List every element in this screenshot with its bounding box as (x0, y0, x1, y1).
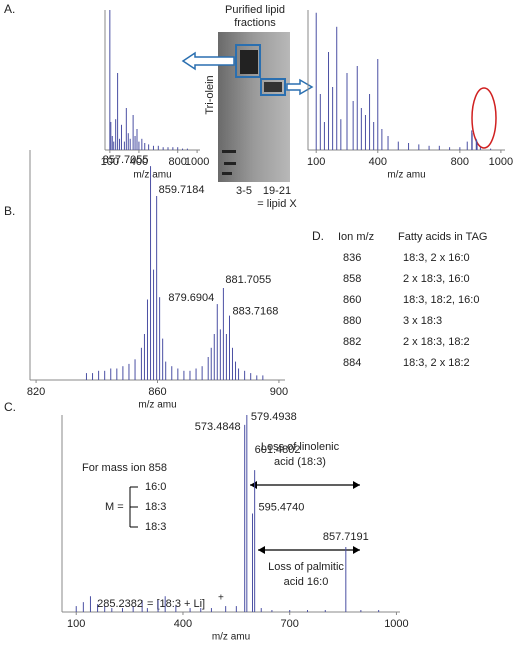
gel-band (264, 82, 282, 92)
x-axis-label: m/z amu (212, 632, 250, 643)
lane-label: 3-5 (236, 185, 252, 197)
x-tick-label: 700 (281, 618, 299, 630)
table-cell: 18:3, 2 x 18:2 (403, 357, 470, 369)
panel-label: A. (4, 2, 15, 16)
table-cell: 882 (343, 336, 361, 348)
x-tick-label: 1000 (185, 156, 209, 168)
x-tick-label: 800 (451, 156, 469, 168)
gel-title: Purified lipid (225, 4, 285, 16)
bracket (129, 486, 138, 528)
gel-standard: Tri-olein (204, 75, 216, 114)
peak-label: 879.6904 (168, 292, 214, 304)
annotation: For mass ion 858 (82, 462, 167, 474)
highlight (471, 87, 497, 149)
chain: 18:3 (145, 501, 166, 513)
x-tick-label: 100 (307, 156, 325, 168)
annotation: acid (18:3) (274, 456, 326, 468)
table-cell: 860 (343, 294, 361, 306)
x-tick-label: 1000 (489, 156, 513, 168)
x-tick-label: 100 (67, 618, 85, 630)
table-cell: 3 x 18:3 (403, 315, 442, 327)
gel-box (235, 44, 261, 78)
peak-label: 579.4938 (251, 411, 297, 423)
lane-label: 19-21 (263, 185, 291, 197)
annotation: = [18:3 + Li] (147, 598, 205, 610)
annotation: + (218, 593, 224, 604)
gel-band (224, 162, 236, 165)
table-cell: 836 (343, 252, 361, 264)
chain: 18:3 (145, 521, 166, 533)
x-tick-label: 400 (369, 156, 387, 168)
peak-label: 573.4848 (195, 421, 241, 433)
x-tick-label: 800 (169, 156, 187, 168)
x-tick-label: 860 (148, 386, 166, 398)
table-cell: 880 (343, 315, 361, 327)
peak-label: 883.7168 (232, 306, 278, 318)
x-axis-label: m/z amu (138, 400, 176, 411)
gel-band (222, 150, 236, 153)
gel-title: fractions (234, 17, 276, 29)
x-tick-label: 400 (130, 156, 148, 168)
peak-label: 857.7055 (103, 154, 149, 166)
peak-label: 595.4740 (259, 501, 305, 513)
x-tick-label: 900 (270, 386, 288, 398)
table-cell: 2 x 18:3, 16:0 (403, 273, 470, 285)
x-axis-label: m/z amu (387, 170, 425, 181)
panel-label: B. (4, 204, 15, 218)
peak-label: 285.2382 (97, 598, 143, 610)
annotation: acid 16:0 (284, 576, 329, 588)
x-tick-label: 100 (101, 156, 119, 168)
arrow (181, 51, 235, 71)
peak-label: 881.7055 (225, 274, 271, 286)
table-cell: 858 (343, 273, 361, 285)
gel-box (260, 78, 286, 96)
annotation: M = (105, 501, 124, 513)
x-tick-label: 400 (174, 618, 192, 630)
peak-label: 857.7191 (323, 531, 369, 543)
x-tick-label: 1000 (384, 618, 408, 630)
panel-label: C. (4, 400, 16, 414)
peak-label: 859.7184 (159, 184, 205, 196)
annotation: Loss of linolenic (261, 441, 340, 453)
table-header: Ion m/z (338, 231, 374, 243)
panel-label: D. (312, 229, 324, 243)
peak-label: 601.4802 (255, 444, 301, 456)
table-header: Fatty acids in TAG (398, 231, 487, 243)
x-tick-label: 820 (27, 386, 45, 398)
gel-band (240, 50, 258, 74)
table-cell: 2 x 18:3, 18:2 (403, 336, 470, 348)
arrow (286, 78, 314, 96)
table-cell: 884 (343, 357, 361, 369)
gel-band (222, 172, 232, 175)
x-axis-label: m/z amu (133, 170, 171, 181)
annotation: Loss of palmitic (268, 561, 344, 573)
table-cell: 18:3, 18:2, 16:0 (403, 294, 479, 306)
lane-note: = lipid X (257, 198, 297, 210)
chain: 16:0 (145, 481, 166, 493)
table-cell: 18:3, 2 x 16:0 (403, 252, 470, 264)
